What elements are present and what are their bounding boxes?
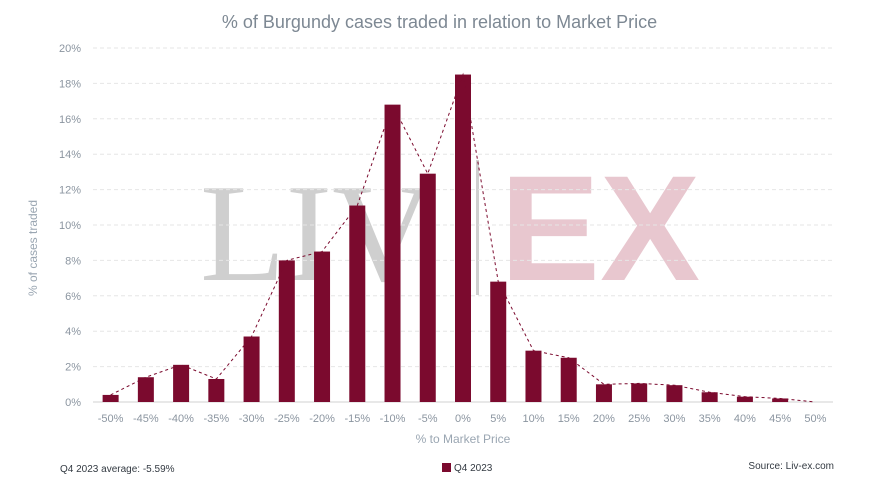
bar (525, 350, 542, 402)
y-axis-label: % of cases traded (26, 200, 40, 296)
legend-label: Q4 2023 (454, 463, 493, 474)
bar (595, 384, 612, 402)
bar (666, 385, 683, 402)
y-tick-label: 6% (65, 291, 81, 303)
trendline (110, 72, 816, 403)
x-tick-label: -35% (203, 413, 229, 425)
x-tick-label: 10% (522, 413, 544, 425)
bar (736, 396, 753, 402)
x-tick-label: 35% (699, 413, 721, 425)
bar (278, 260, 295, 402)
y-tick-label: 14% (59, 149, 81, 161)
x-tick-label: -30% (239, 413, 265, 425)
average-note: Q4 2023 average: -5.59% (60, 464, 175, 475)
trendline-path (110, 72, 816, 403)
x-tick-label: 20% (593, 413, 615, 425)
y-tick-label: 16% (59, 114, 81, 126)
bar (208, 378, 225, 402)
bar (490, 281, 507, 402)
x-tick-label: 40% (734, 413, 756, 425)
x-tick-label: -5% (418, 413, 438, 425)
legend-swatch (442, 463, 451, 472)
x-tick-label: 45% (769, 413, 791, 425)
x-tick-label: 0% (455, 413, 471, 425)
y-tick-label: 18% (59, 78, 81, 90)
bar (349, 205, 366, 402)
x-tick-label: 50% (804, 413, 826, 425)
watermark-text-right: EX (500, 144, 700, 312)
y-tick-label: 12% (59, 185, 81, 197)
bar (173, 364, 190, 402)
bar (384, 104, 401, 402)
legend: Q4 2023 (442, 463, 493, 474)
x-axis-ticks: -50% -45% -40% -35% -30% -25% -20% -15% -10% -5% 0… (98, 413, 827, 425)
x-tick-label: 30% (663, 413, 685, 425)
x-tick-label: -45% (133, 413, 159, 425)
bars (102, 74, 789, 403)
bar (419, 173, 436, 402)
bar (631, 383, 648, 402)
bar (560, 357, 577, 402)
x-tick-label: 15% (558, 413, 580, 425)
bar (701, 392, 718, 402)
source-note: Source: Liv-ex.com (748, 461, 834, 472)
y-tick-label: 4% (65, 326, 81, 338)
bar (137, 377, 154, 402)
x-tick-label: -10% (380, 413, 406, 425)
x-axis-label: % to Market Price (416, 432, 511, 446)
x-tick-label: -50% (98, 413, 124, 425)
watermark-divider (476, 160, 479, 295)
bar (772, 398, 789, 402)
bar (102, 394, 119, 402)
bar (243, 336, 260, 402)
x-tick-label: -25% (274, 413, 300, 425)
x-tick-label: 5% (490, 413, 506, 425)
x-tick-label: -40% (168, 413, 194, 425)
y-tick-label: 2% (65, 362, 81, 374)
bar (314, 251, 331, 402)
y-tick-label: 10% (59, 220, 81, 232)
chart-title: % of Burgundy cases traded in relation t… (222, 12, 657, 32)
x-tick-label: -15% (344, 413, 370, 425)
y-axis-ticks: 0% 2% 4% 6% 8% 10% 12% 14% 16% 18% 20% (59, 43, 81, 409)
y-tick-label: 8% (65, 255, 81, 267)
bar (455, 74, 471, 403)
y-tick-label: 0% (65, 397, 81, 409)
x-tick-label: 25% (628, 413, 650, 425)
x-tick-label: -20% (309, 413, 335, 425)
y-tick-label: 20% (59, 43, 81, 55)
